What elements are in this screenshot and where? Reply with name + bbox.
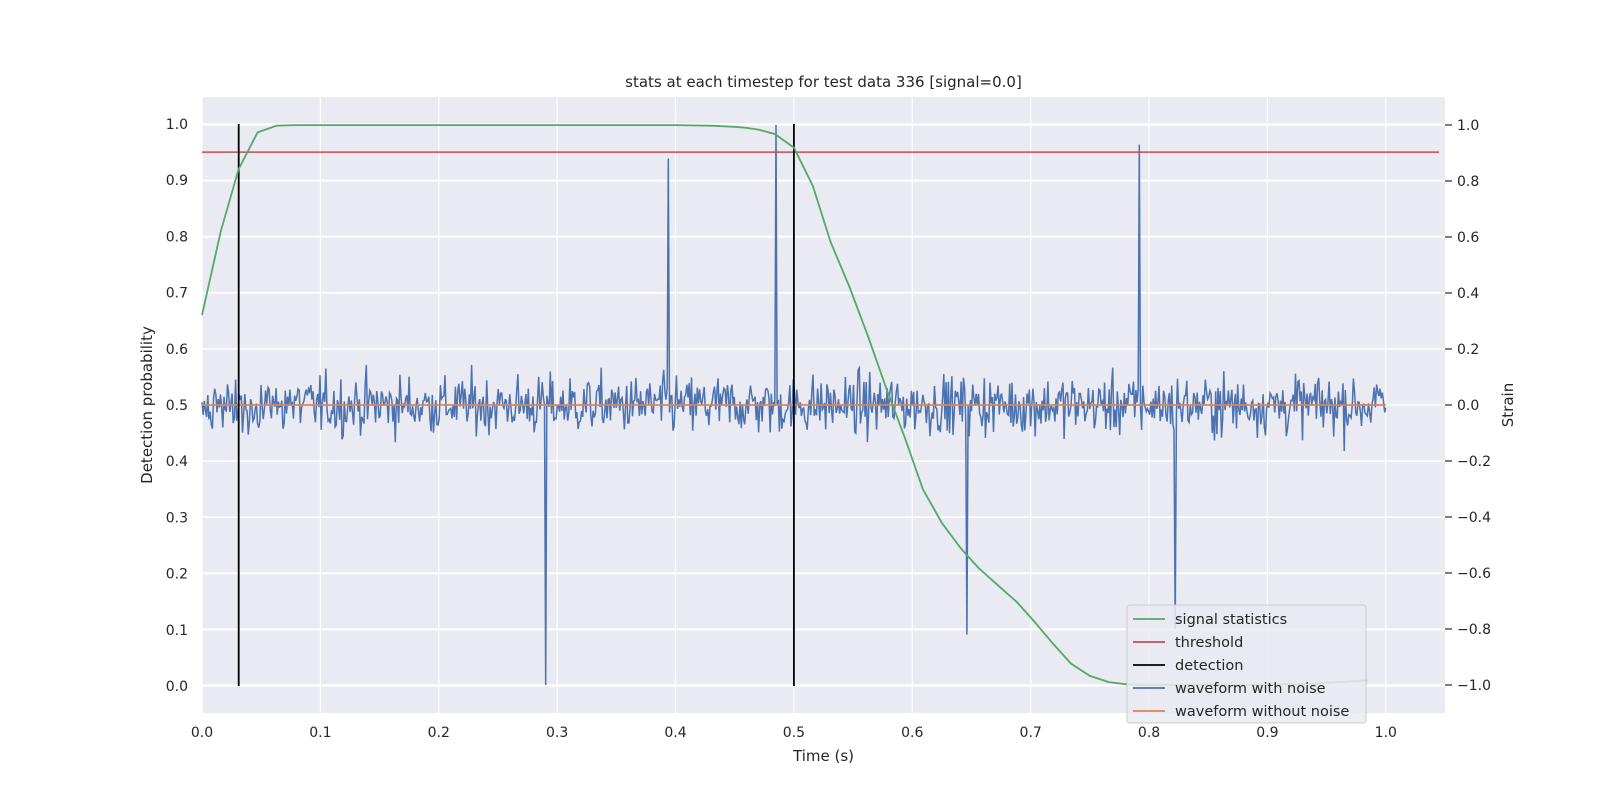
legend-entry: waveform with noise bbox=[1175, 681, 1326, 697]
x-tick-label: 0.3 bbox=[546, 725, 568, 741]
y2-tick-label: 0.2 bbox=[1457, 342, 1479, 358]
y2-tick-label: 0.6 bbox=[1457, 230, 1479, 246]
x-tick-label: 0.0 bbox=[191, 725, 213, 741]
x-tick-label: 0.1 bbox=[309, 725, 331, 741]
x-tick-label: 0.4 bbox=[664, 725, 686, 741]
y2-tick-label: −0.8 bbox=[1457, 622, 1491, 638]
y-axis-label: Detection probability bbox=[138, 326, 156, 484]
x-tick-label: 0.6 bbox=[901, 725, 923, 741]
x-tick-label: 0.9 bbox=[1256, 725, 1278, 741]
y-tick-label: 0.0 bbox=[166, 679, 188, 695]
y2-tick-label: −0.4 bbox=[1457, 510, 1491, 526]
y-tick-label: 0.6 bbox=[166, 342, 188, 358]
x-axis-label: Time (s) bbox=[792, 747, 854, 765]
x-tick-label: 0.7 bbox=[1020, 725, 1042, 741]
y-tick-label: 0.1 bbox=[166, 623, 188, 639]
x-tick-label: 0.5 bbox=[783, 725, 805, 741]
legend-entry: waveform without noise bbox=[1175, 704, 1349, 720]
legend-entry: threshold bbox=[1175, 635, 1243, 651]
legend: signal statistics threshold detection wavef… bbox=[1126, 604, 1367, 724]
legend-box bbox=[1126, 604, 1367, 724]
y-tick-label: 0.9 bbox=[166, 173, 188, 189]
y2-tick-label: −0.6 bbox=[1457, 566, 1491, 582]
y-tick-label: 0.2 bbox=[166, 567, 188, 583]
y-axis-left-ticks: 0.0 0.1 0.2 0.3 0.4 0.5 0.6 0.7 0.8 0.9 1.0 bbox=[166, 117, 188, 695]
y2-tick-label: −1.0 bbox=[1457, 678, 1491, 694]
x-axis-ticks: 0.0 0.1 0.2 0.3 0.4 0.5 0.6 0.7 0.8 0.9 1.0 bbox=[191, 725, 1397, 741]
x-tick-label: 0.8 bbox=[1138, 725, 1160, 741]
x-tick-label: 1.0 bbox=[1375, 725, 1397, 741]
legend-entry: signal statistics bbox=[1175, 612, 1287, 628]
y-axis-right-ticks: −1.0 −0.8 −0.6 −0.4 −0.2 0.0 0.2 0.4 0.6 0.8 1.0 bbox=[1445, 118, 1491, 694]
y-tick-label: 0.8 bbox=[166, 229, 188, 245]
chart-title: stats at each timestep for test data 336… bbox=[625, 73, 1022, 91]
y2-tick-label: 1.0 bbox=[1457, 118, 1479, 134]
y2-tick-label: 0.0 bbox=[1457, 398, 1479, 414]
x-tick-label: 0.2 bbox=[428, 725, 450, 741]
y2-axis-label: Strain bbox=[1499, 383, 1517, 427]
legend-entry: detection bbox=[1175, 658, 1243, 674]
y-tick-label: 0.5 bbox=[166, 398, 188, 414]
y-tick-label: 0.4 bbox=[166, 454, 188, 470]
y2-tick-label: −0.2 bbox=[1457, 454, 1491, 470]
y-tick-label: 1.0 bbox=[166, 117, 188, 133]
y2-tick-label: 0.8 bbox=[1457, 174, 1479, 190]
y-tick-label: 0.3 bbox=[166, 510, 188, 526]
y-tick-label: 0.7 bbox=[166, 286, 188, 302]
y2-tick-label: 0.4 bbox=[1457, 286, 1479, 302]
